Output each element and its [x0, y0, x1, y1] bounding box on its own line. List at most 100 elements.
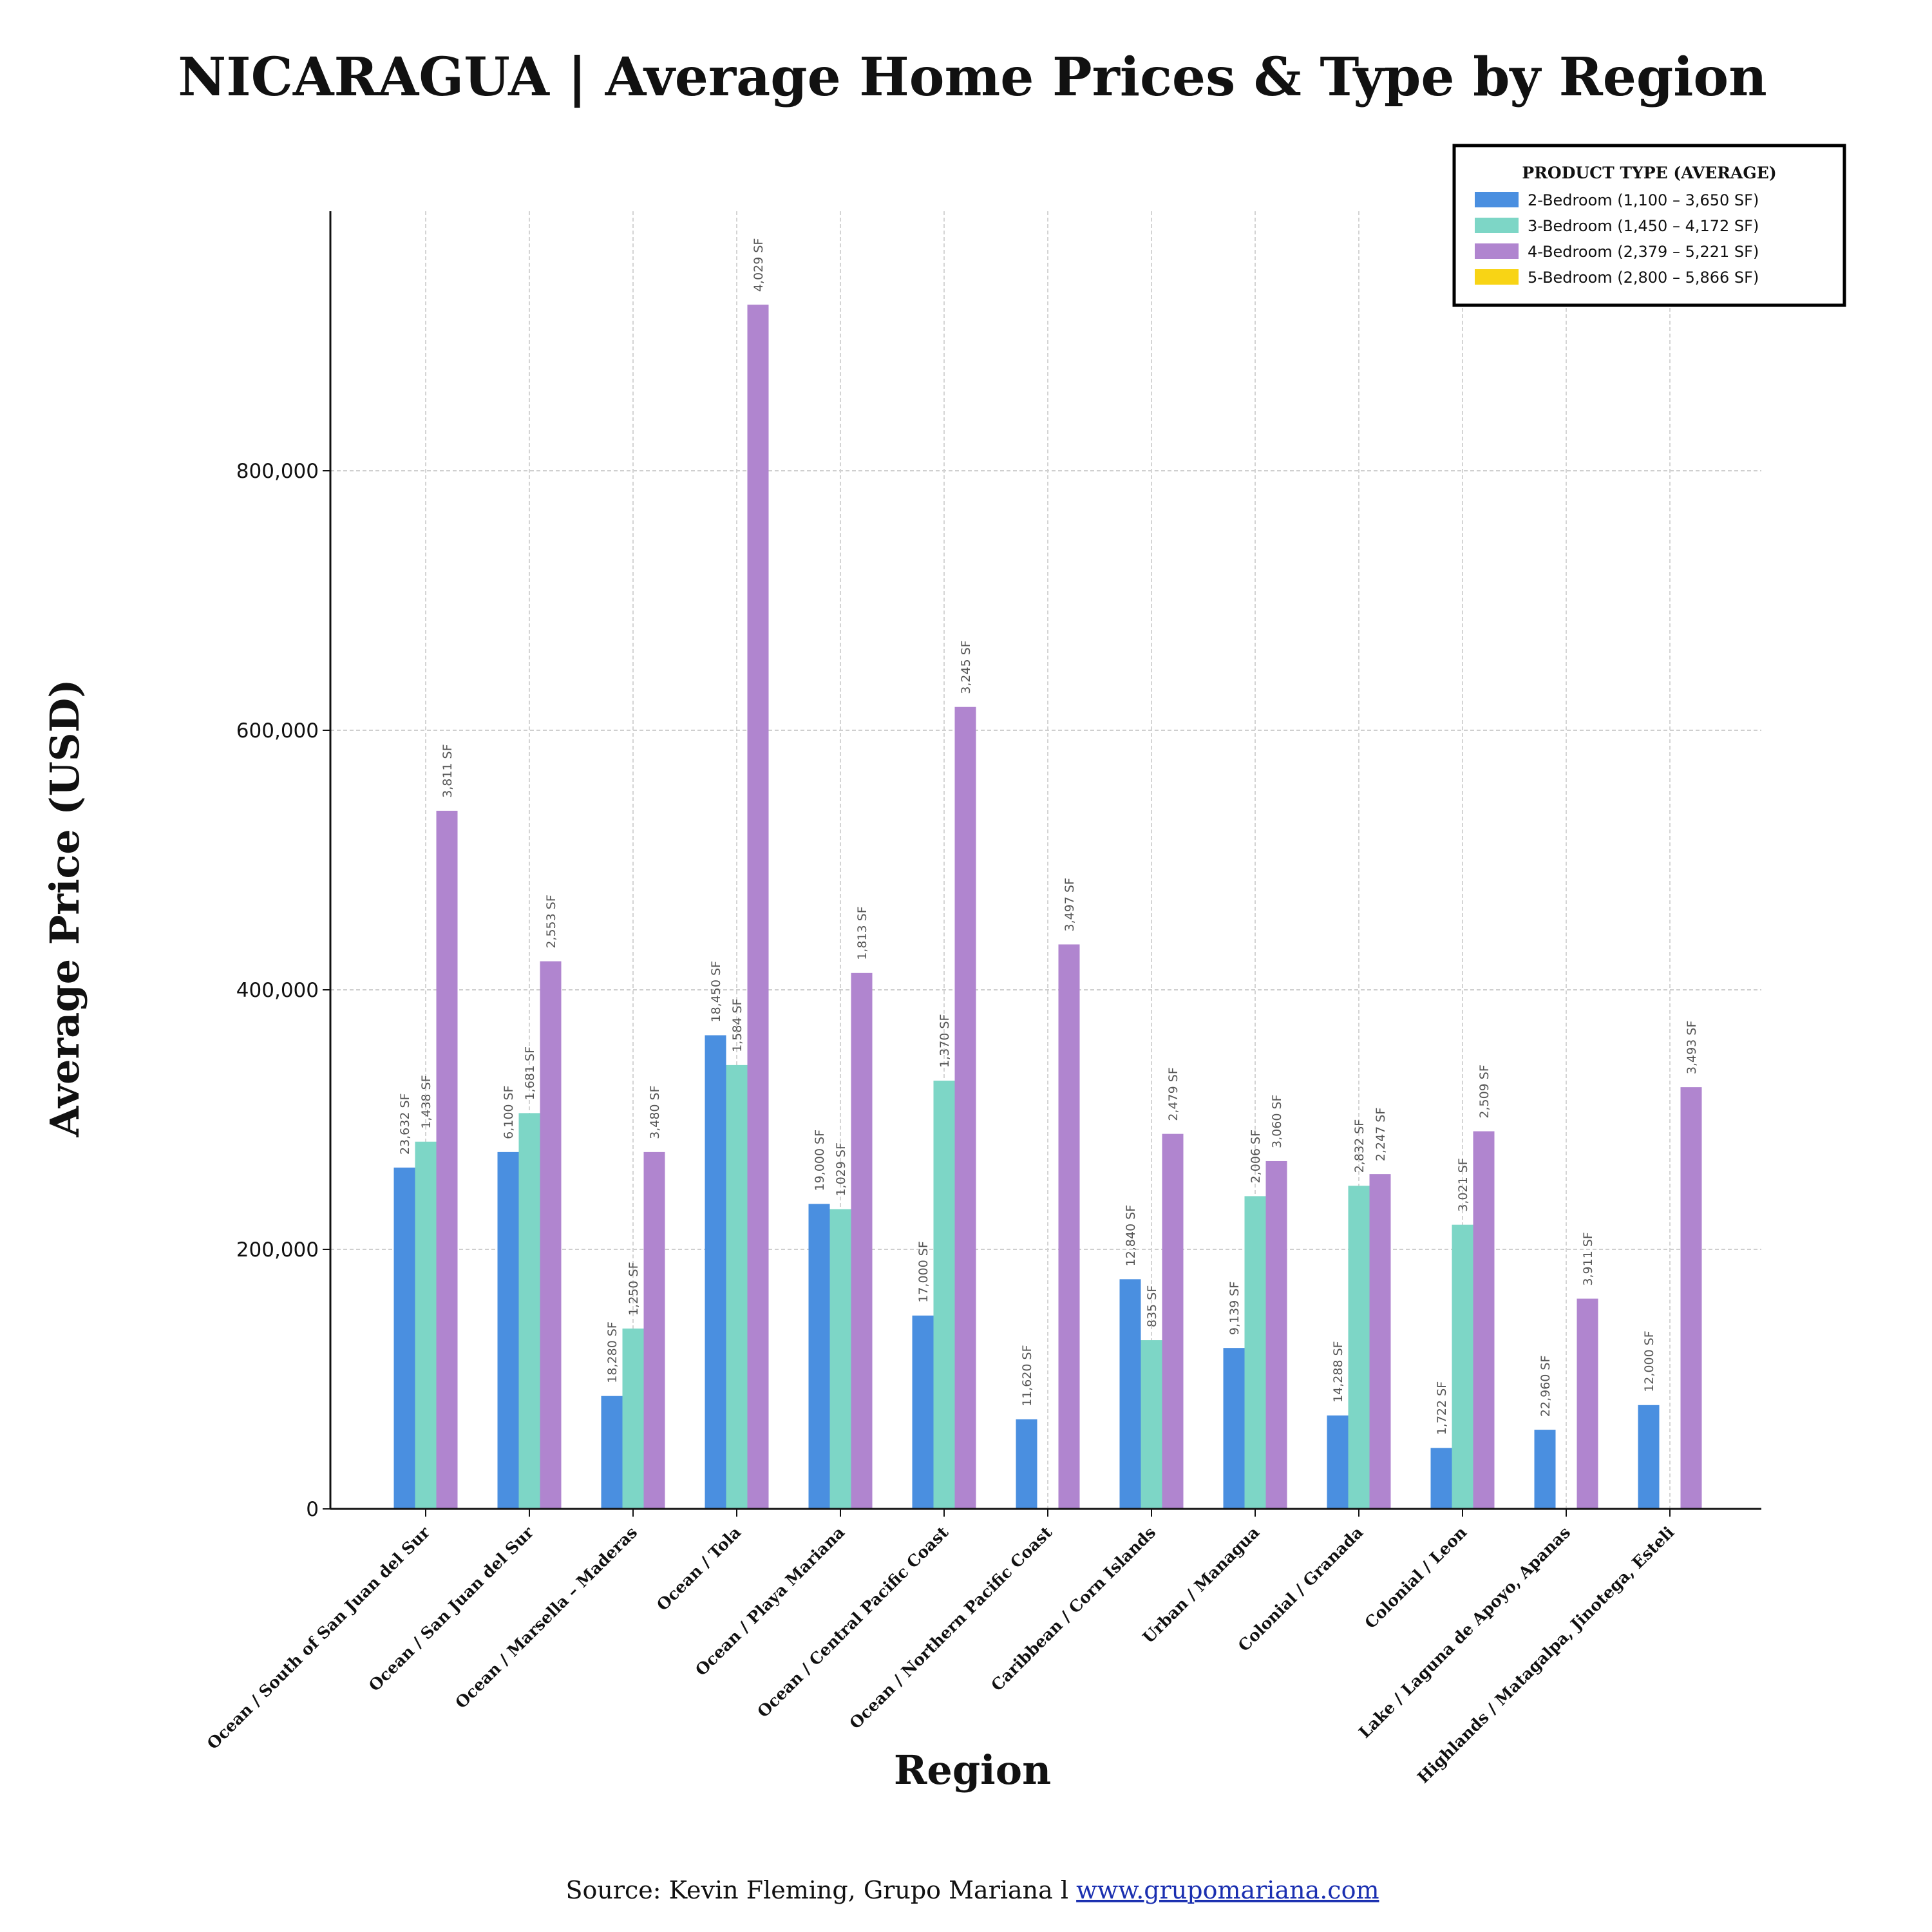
data-label: 835 SF	[1145, 1285, 1159, 1327]
data-labels: 23,632 SF 6,100 SF 18,280 SF 18,450 SF 19,00…	[398, 238, 1699, 1435]
data-label: 2,509 SF	[1477, 1065, 1492, 1118]
bar	[1473, 1131, 1495, 1509]
bar	[1058, 944, 1080, 1509]
data-label: 3,811 SF	[440, 744, 455, 798]
data-label: 6,100 SF	[502, 1085, 516, 1139]
bar	[415, 1141, 437, 1509]
bar	[851, 972, 873, 1509]
bar	[1265, 1160, 1287, 1509]
bar	[393, 1168, 415, 1509]
bar	[1369, 1174, 1391, 1509]
bar	[1348, 1186, 1370, 1509]
source-credit: Source: Kevin Fleming, Grupo Mariana l	[565, 1876, 1068, 1904]
data-label: 3,021 SF	[1456, 1158, 1470, 1211]
legend-entry: 4-Bedroom (2,379 – 5,221 SF)	[1528, 243, 1759, 261]
bar	[518, 1113, 540, 1509]
bar	[1162, 1133, 1184, 1509]
bar	[705, 1035, 726, 1509]
data-label: 2,006 SF	[1249, 1130, 1263, 1183]
legend-swatch	[1475, 218, 1519, 233]
data-label: 1,813 SF	[855, 906, 869, 960]
data-label: 19,000 SF	[813, 1130, 827, 1191]
x-tick-label: Ocean / Tola	[653, 1523, 744, 1615]
x-tick-label: Caribbean / Corn Islands	[987, 1523, 1159, 1695]
bar	[1452, 1224, 1473, 1509]
bar	[1680, 1087, 1702, 1509]
x-tick-label: Ocean / Northern Pacific Coast	[846, 1522, 1056, 1732]
bar	[1119, 1279, 1141, 1509]
data-label: 1,584 SF	[730, 998, 744, 1052]
legend-swatch	[1475, 192, 1519, 207]
bar	[726, 1065, 748, 1509]
y-tick-labels: 0 200,000 400,000 600,000 800,000	[236, 460, 319, 1521]
data-label: 14,288 SF	[1331, 1341, 1345, 1403]
legend-swatch	[1475, 243, 1519, 259]
bar	[1534, 1430, 1556, 1509]
bar	[497, 1151, 519, 1509]
chart-title: NICARAGUA | Average Home Prices & Type b…	[178, 46, 1766, 108]
data-label: 1,681 SF	[523, 1046, 537, 1100]
legend-title: PRODUCT TYPE (AVERAGE)	[1522, 164, 1776, 182]
data-label: 18,280 SF	[605, 1321, 620, 1383]
data-label: 2,832 SF	[1352, 1119, 1367, 1173]
bar	[933, 1081, 955, 1509]
y-tick-label: 200,000	[236, 1238, 319, 1262]
axes	[323, 211, 1761, 1517]
legend-box	[1452, 144, 1846, 307]
source-link[interactable]: www.grupomariana.com	[1076, 1876, 1379, 1904]
x-tick-label: Ocean / Marsella – Maderas	[451, 1523, 641, 1712]
bar	[1244, 1196, 1266, 1509]
bar	[622, 1328, 644, 1509]
bar	[436, 810, 458, 1509]
data-label: 1,029 SF	[834, 1142, 848, 1196]
bar	[643, 1151, 665, 1509]
data-label: 2,553 SF	[544, 895, 558, 948]
data-label: 3,497 SF	[1063, 878, 1077, 931]
grid-lines	[330, 211, 1761, 1509]
legend: PRODUCT TYPE (AVERAGE) 2-Bedroom (1,100 …	[1452, 144, 1846, 307]
bar	[540, 961, 562, 1509]
bar	[1638, 1405, 1660, 1509]
bars	[393, 305, 1702, 1510]
bar	[1327, 1415, 1349, 1509]
data-label: 3,060 SF	[1270, 1095, 1284, 1148]
bar	[1577, 1298, 1598, 1509]
data-label: 18,450 SF	[709, 961, 723, 1023]
data-label: 2,247 SF	[1374, 1108, 1388, 1161]
x-tick-label: Ocean / South of San Juan del Sur	[204, 1522, 434, 1753]
x-tick-label: Ocean / San Juan del Sur	[365, 1522, 538, 1695]
bar	[1141, 1340, 1162, 1509]
data-label: 1,370 SF	[938, 1014, 952, 1068]
bar	[912, 1315, 934, 1509]
data-label: 12,840 SF	[1124, 1205, 1138, 1267]
y-tick-label: 0	[306, 1498, 319, 1521]
bar	[747, 305, 769, 1510]
x-tick-label: Colonial / Leon	[1361, 1523, 1471, 1633]
data-label: 9,139 SF	[1227, 1282, 1242, 1335]
data-label: 23,632 SF	[398, 1094, 412, 1155]
bar	[1016, 1419, 1037, 1509]
data-label: 1,250 SF	[627, 1262, 641, 1315]
bar	[829, 1209, 851, 1509]
y-tick-label: 400,000	[236, 979, 319, 1002]
bar	[1223, 1348, 1245, 1509]
legend-entry: 2-Bedroom (1,100 – 3,650 SF)	[1528, 191, 1759, 209]
data-label: 17,000 SF	[916, 1241, 931, 1303]
data-label: 22,960 SF	[1539, 1356, 1553, 1417]
bar	[1430, 1448, 1452, 1509]
data-label: 4,029 SF	[752, 238, 766, 292]
y-tick-label: 800,000	[236, 460, 319, 483]
data-label: 11,620 SF	[1020, 1345, 1034, 1406]
data-label: 1,438 SF	[419, 1075, 433, 1128]
bar	[601, 1396, 623, 1509]
legend-entry: 3-Bedroom (1,450 – 4,172 SF)	[1528, 217, 1759, 235]
x-tick-label: Ocean / Central Pacific Coast	[753, 1522, 952, 1721]
legend-swatch	[1475, 269, 1519, 285]
y-axis-label: Average Price (USD)	[41, 679, 88, 1137]
x-tick-label: Urban / Managua	[1139, 1523, 1264, 1647]
x-tick-label: Lake / Laguna de Apoyo, Apanas	[1355, 1523, 1574, 1742]
data-label: 3,245 SF	[959, 640, 973, 694]
y-tick-label: 600,000	[236, 719, 319, 743]
data-label: 12,000 SF	[1642, 1331, 1656, 1392]
